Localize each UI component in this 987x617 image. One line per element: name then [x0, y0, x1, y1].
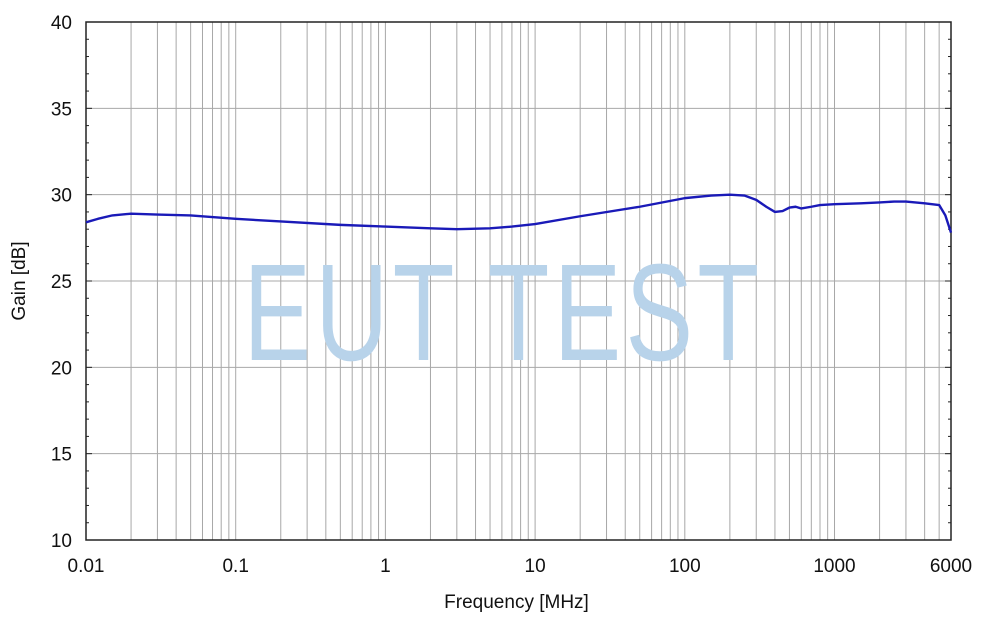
- y-tick-labels: 10 15 20 25 30 35 40: [51, 13, 72, 552]
- x-tick-label: 100: [669, 556, 701, 577]
- x-tick-label: 0.01: [68, 556, 105, 577]
- x-tick-label: 1000: [813, 556, 855, 577]
- x-tick-label: 6000: [930, 556, 972, 577]
- x-tick-label: 0.1: [222, 556, 248, 577]
- watermark-text: EUT TEST: [244, 236, 764, 390]
- y-tick-label: 30: [51, 186, 72, 207]
- y-tick-label: 20: [51, 358, 72, 379]
- x-tick-label: 10: [525, 556, 546, 577]
- gain-series-line: [85, 193, 953, 234]
- y-tick-label: 40: [51, 13, 72, 34]
- y-axis-title: Gain [dB]: [9, 241, 30, 320]
- x-tick-label: 1: [380, 556, 391, 577]
- y-tick-label: 15: [51, 445, 72, 466]
- y-tick-label: 35: [51, 99, 72, 120]
- grid-lines: [86, 22, 951, 540]
- x-tick-labels: 0.01 0.1 1 10 100 1000 6000: [68, 556, 973, 577]
- axis-minor-ticks: [86, 21, 951, 541]
- y-tick-label: 10: [51, 531, 72, 552]
- y-tick-label: 25: [51, 272, 72, 293]
- x-axis-title: Frequency [MHz]: [444, 592, 589, 613]
